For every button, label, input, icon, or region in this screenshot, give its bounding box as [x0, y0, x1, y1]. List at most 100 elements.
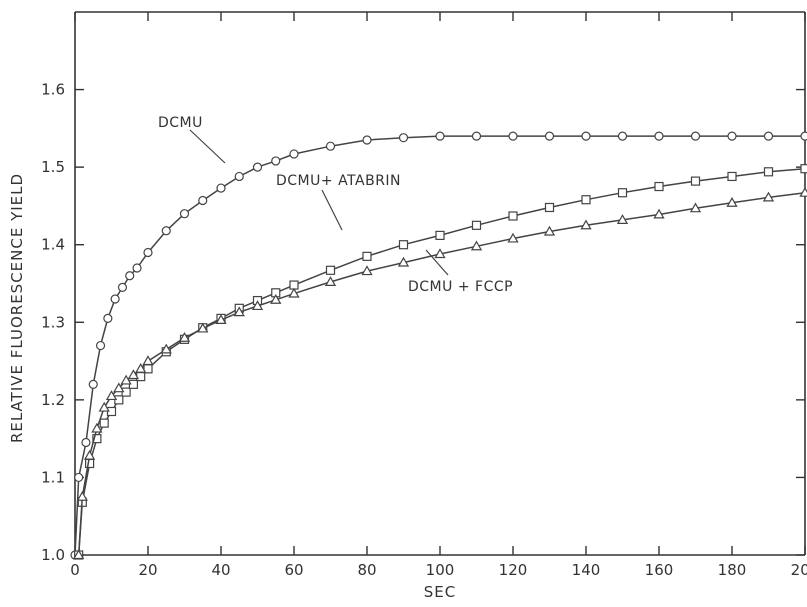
data-point-circle [435, 131, 445, 141]
x-tick-label: 160 [645, 561, 674, 579]
data-point-triangle [98, 401, 110, 412]
y-tick-label: 1.2 [41, 391, 65, 409]
annotation-leader-fccp [425, 249, 449, 276]
data-point-circle [198, 195, 208, 206]
x-tick-label: 200 [791, 561, 807, 579]
data-point-circle [289, 149, 299, 159]
data-point-triangle [580, 219, 592, 230]
data-point-square [617, 188, 628, 198]
data-point-triangle [197, 322, 209, 333]
data-point-circle [179, 209, 190, 219]
data-point-triangle [127, 369, 140, 380]
x-tick-label: 180 [718, 561, 747, 579]
data-point-triangle [178, 331, 191, 342]
data-point-circle [74, 472, 84, 483]
data-point-circle [617, 131, 628, 141]
y-tick-label: 1.1 [41, 468, 65, 486]
data-point-square [727, 171, 737, 182]
y-tick-label: 1.6 [41, 81, 65, 99]
data-point-square [763, 167, 774, 177]
x-tick-label: 40 [211, 561, 230, 579]
data-point-square [581, 195, 591, 205]
data-point-circle [362, 135, 372, 145]
data-point-triangle [397, 256, 410, 267]
data-point-circle [110, 294, 120, 304]
y-tick-label: 1.0 [41, 546, 65, 564]
data-point-triangle [113, 382, 125, 393]
x-tick-label: 60 [284, 561, 303, 579]
data-point-triangle [76, 491, 88, 501]
data-point-square [362, 251, 372, 261]
data-point-triangle [543, 225, 556, 236]
data-point-triangle [105, 390, 118, 401]
data-point-circle [398, 133, 409, 143]
data-point-triangle [251, 300, 264, 311]
x-tick-label: 80 [357, 561, 376, 579]
data-point-triangle [361, 265, 373, 276]
y-tick-label: 1.3 [41, 313, 65, 331]
data-point-circle [234, 171, 244, 182]
data-point-square [84, 458, 95, 469]
data-point-circle [95, 340, 106, 351]
data-point-triangle [160, 343, 172, 354]
annotation-leader-atabrin [321, 189, 343, 231]
data-point-circle [763, 131, 774, 141]
data-point-triangle [689, 202, 702, 213]
data-point-triangle [91, 422, 103, 433]
data-point-square [544, 202, 555, 213]
data-point-square [690, 176, 701, 186]
data-point-triangle [434, 248, 446, 259]
data-point-triangle [324, 276, 337, 286]
data-point-circle [161, 226, 171, 236]
data-point-triangle [288, 287, 300, 298]
data-point-square [471, 220, 482, 230]
x-tick-label: 100 [426, 561, 455, 579]
data-point-triangle [120, 374, 132, 385]
axes: 0 20 40 60 80 100 120 140 160 180 200 1.0 1.1 1.2 1.3 1… [41, 11, 807, 579]
data-point-circle [117, 282, 128, 292]
series-layer [70, 131, 807, 560]
data-point-square [508, 211, 518, 221]
data-point-triangle [270, 293, 282, 304]
data-point-square [398, 240, 409, 250]
annotation-dcmu-fccp: DCMU + FCCP [408, 279, 513, 295]
annotations-layer: DCMU DCMU+ ATABRIN DCMU + FCCP [158, 115, 513, 295]
data-point-square [92, 434, 102, 444]
data-point-circle [125, 271, 135, 281]
data-point-square [654, 181, 664, 192]
data-point-circle [654, 131, 664, 141]
data-point-triangle [507, 232, 519, 243]
y-axis-label: RELATIVE FLUORESCENCE YIELD [8, 173, 26, 443]
y-tick-label: 1.5 [41, 158, 65, 176]
data-point-triangle [83, 449, 96, 460]
data-point-circle [143, 247, 153, 258]
data-point-triangle [726, 197, 738, 207]
data-point-circle [727, 131, 737, 141]
data-point-circle [252, 162, 263, 172]
data-point-circle [471, 131, 482, 141]
annotation-dcmu: DCMU [158, 115, 203, 131]
data-point-triangle [799, 186, 807, 197]
data-point-circle [216, 183, 226, 193]
data-point-circle [800, 131, 807, 141]
y-axis-title: RELATIVE FLUORESCENCE YIELD [8, 173, 26, 443]
data-point-circle [103, 313, 113, 324]
data-point-circle [690, 131, 701, 141]
data-point-square [435, 230, 445, 241]
annotation-leader-dcmu [189, 129, 226, 164]
data-point-square [800, 164, 807, 174]
data-point-triangle [653, 208, 665, 219]
data-point-triangle [142, 355, 154, 366]
data-point-circle [325, 141, 336, 151]
data-point-triangle [215, 314, 227, 325]
data-point-circle [81, 437, 91, 448]
x-tick-label: 0 [70, 561, 80, 579]
data-point-square [99, 418, 109, 428]
data-point-square [325, 265, 336, 275]
data-point-circle [271, 156, 281, 166]
annotation-dcmu-atabrin: DCMU+ ATABRIN [276, 173, 401, 189]
data-point-triangle [470, 240, 483, 251]
data-point-triangle [233, 306, 245, 317]
